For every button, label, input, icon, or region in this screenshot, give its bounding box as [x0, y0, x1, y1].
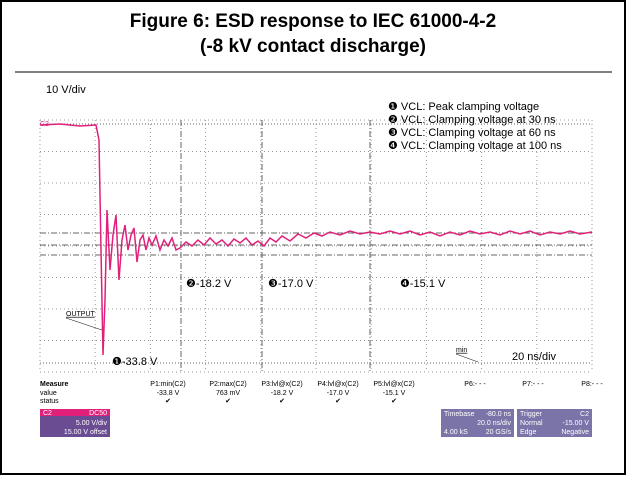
measure-cell: -33.8 V	[157, 390, 180, 397]
measure-cell: ✔	[279, 398, 285, 405]
measure-header: P8:- - -	[581, 381, 603, 388]
annotation: ❷-18.2 V	[186, 278, 232, 290]
channel-tag: DC50	[89, 410, 107, 417]
measure-header: P5:lvl@x(C2)	[373, 381, 414, 388]
trigger-level: -15.00 V	[563, 420, 590, 427]
annotation: ❸-17.0 V	[268, 278, 314, 290]
legend-entry: ❹ VCL: Clamping voltage at 100 ns	[388, 140, 562, 152]
timebase-box	[441, 409, 514, 437]
channel-scale: 5.00 V/div	[76, 420, 108, 427]
measure-header: P4:lvl@x(C2)	[317, 381, 358, 388]
measure-cell: ✔	[225, 398, 231, 405]
title-line: Figure 6: ESD response to IEC 61000-4-2	[130, 11, 496, 32]
measure-cell: ✔	[165, 398, 171, 405]
min-label: min	[456, 347, 467, 354]
measure-cell: -15.1 V	[383, 390, 406, 397]
annotation: ❹-15.1 V	[400, 278, 446, 290]
measure-cell: ✔	[335, 398, 341, 405]
waveform	[39, 123, 593, 356]
timebase-delay: -80.0 ns	[486, 411, 512, 418]
measure-table: Measure P1:min(C2) P2:max(C2) P3:lvl@x(C2) P…	[40, 381, 603, 405]
leader	[65, 317, 103, 331]
measure-header: P7:- - -	[522, 381, 544, 388]
trigger-type: Edge	[520, 429, 536, 436]
timebase-label: Timebase	[444, 411, 475, 418]
annotation: ❶-33.8 V	[112, 356, 158, 368]
channel-name: C2	[43, 410, 52, 417]
timebase-samples: 4.00 kS	[444, 429, 468, 436]
timebase-rate: 20 GS/s	[486, 429, 512, 436]
vertical-scale: 10 V/div	[46, 84, 86, 96]
time-scale: 20 ns/div	[512, 351, 557, 363]
measure-cell: -17.0 V	[327, 390, 350, 397]
measure-header: P3:lvl@x(C2)	[261, 381, 302, 388]
legend-entry: ❷ VCL: Clamping voltage at 30 ns	[388, 114, 556, 126]
channel-marker: C2	[40, 121, 49, 128]
trigger-mode: Normal	[520, 420, 543, 427]
trigger-box	[517, 409, 592, 437]
measure-header: P6:- - -	[464, 381, 486, 388]
channel-header	[40, 409, 110, 416]
measure-header: Measure	[40, 381, 69, 388]
measure-cell: status	[40, 398, 59, 405]
measure-cell: 763 mV	[216, 390, 240, 397]
legend-entry: ❸ VCL: Clamping voltage at 60 ns	[388, 127, 556, 139]
channel-offset: 15.00 V offset	[64, 429, 107, 436]
leader	[455, 353, 479, 363]
measure-cell: ✔	[391, 398, 397, 405]
trigger-slope: Negative	[561, 429, 589, 436]
legend-entry: ❶ VCL: Peak clamping voltage	[388, 101, 539, 113]
measure-header: P2:max(C2)	[209, 381, 246, 388]
measure-cell: -18.2 V	[271, 390, 294, 397]
title-line: (-8 kV contact discharge)	[200, 36, 426, 57]
output-label: OUTPUT	[66, 311, 96, 318]
timebase-scale: 20.0 ns/div	[477, 420, 511, 427]
trigger-source: C2	[580, 411, 589, 418]
grid	[39, 119, 593, 373]
measure-header: P1:min(C2)	[150, 381, 185, 388]
measure-cell: value	[40, 390, 57, 397]
trigger-label: Trigger	[520, 411, 543, 418]
